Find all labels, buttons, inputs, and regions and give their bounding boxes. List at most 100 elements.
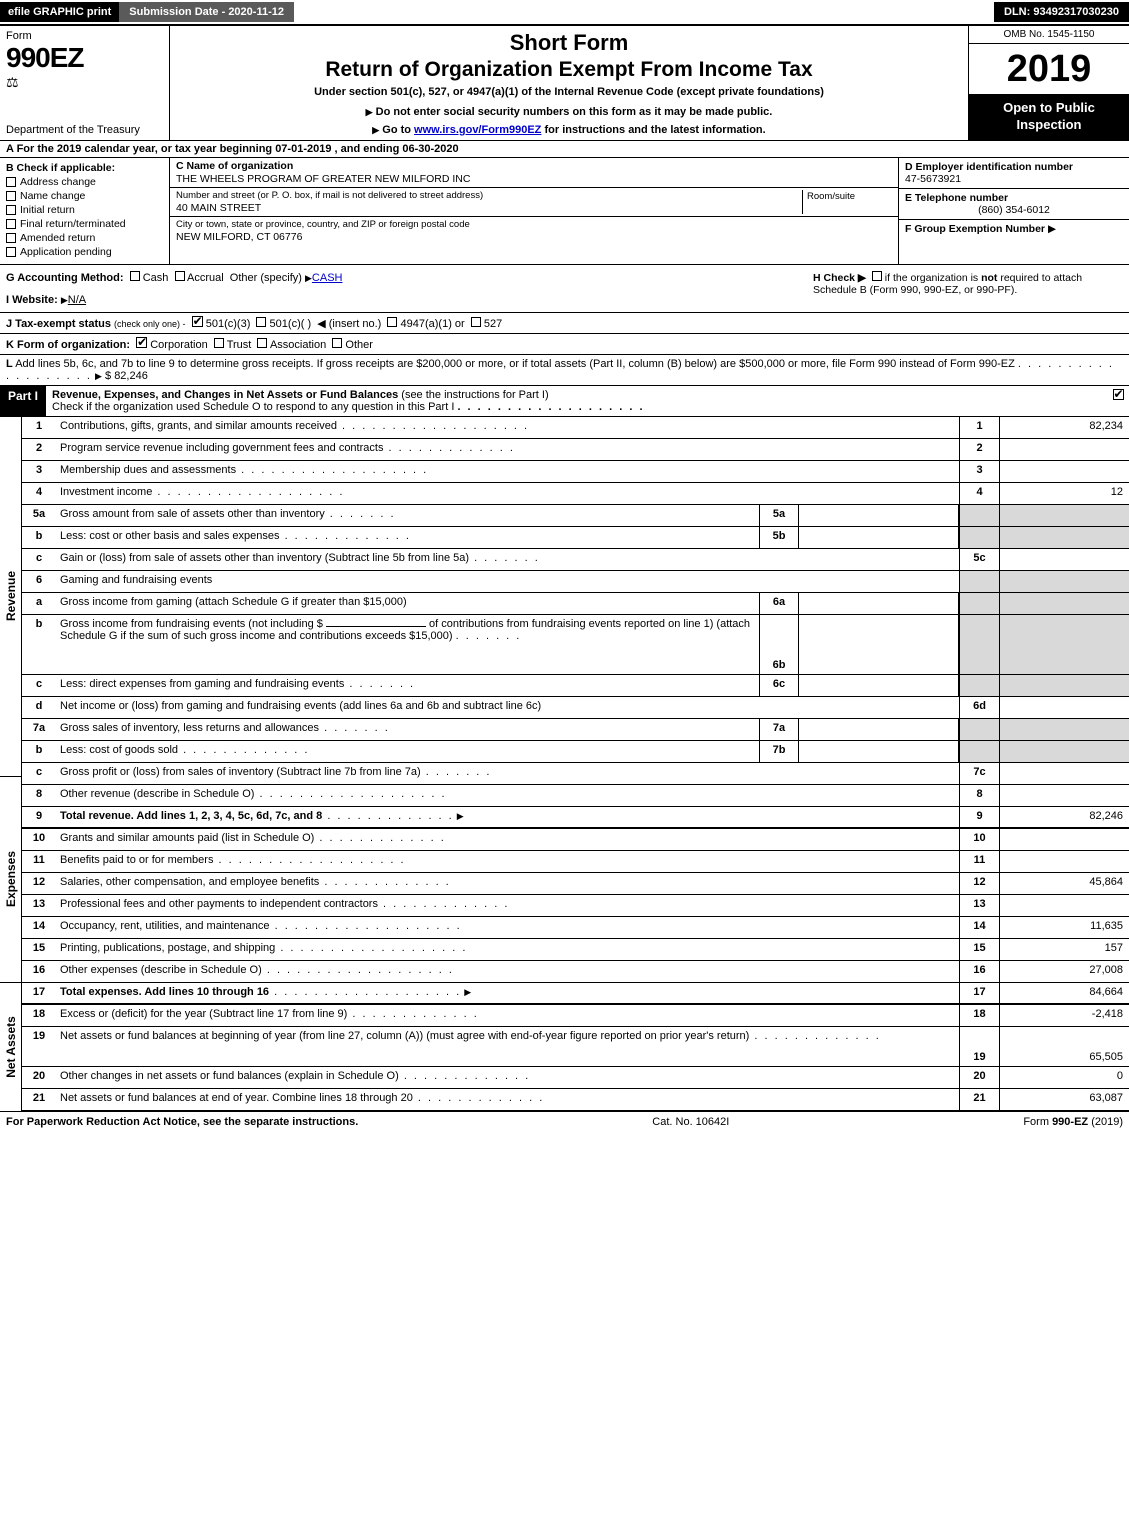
checkbox-icon[interactable] <box>6 233 16 243</box>
line-6d-value <box>999 697 1129 718</box>
chk-final-return[interactable]: Final return/terminated <box>6 218 163 230</box>
header-right: OMB No. 1545-1150 2019 Open to Public In… <box>969 26 1129 140</box>
row-k-form-org: K Form of organization: Corporation Trus… <box>0 334 1129 355</box>
line-18: 18 Excess or (deficit) for the year (Sub… <box>22 1005 1129 1027</box>
checkbox-icon[interactable] <box>6 177 16 187</box>
gross-receipts-value: $ 82,246 <box>105 370 148 382</box>
arrow-icon: ▶ <box>1048 223 1056 235</box>
line-6d: d Net income or (loss) from gaming and f… <box>22 697 1129 719</box>
chk-association[interactable] <box>257 338 267 348</box>
chk-name-change[interactable]: Name change <box>6 190 163 202</box>
chk-527[interactable] <box>471 317 481 327</box>
tel-label: E Telephone number <box>905 192 1123 204</box>
rail-revenue: Revenue <box>4 571 18 621</box>
part-1-table: Revenue Expenses Net Assets 1 Contributi… <box>0 417 1129 1111</box>
checkbox-icon[interactable] <box>1113 389 1124 400</box>
row-ghi: G Accounting Method: Cash Accrual Other … <box>0 265 1129 313</box>
chk-4947a1[interactable] <box>387 317 397 327</box>
line-3: 3 Membership dues and assessments 3 <box>22 461 1129 483</box>
efile-print[interactable]: efile GRAPHIC print <box>0 2 119 22</box>
arrow-icon <box>61 294 68 306</box>
contrib-blank <box>326 626 426 627</box>
arrow-icon <box>372 124 379 136</box>
org-name: THE WHEELS PROGRAM OF GREATER NEW MILFOR… <box>176 173 892 185</box>
checkbox-icon[interactable] <box>6 247 16 257</box>
do-not-ssn: Do not enter social security numbers on … <box>176 106 962 118</box>
org-address: 40 MAIN STREET <box>176 202 802 214</box>
line-6c-value <box>799 675 959 696</box>
chk-initial-return[interactable]: Initial return <box>6 204 163 216</box>
irs-link[interactable]: www.irs.gov/Form990EZ <box>414 124 541 136</box>
checkbox-icon[interactable] <box>6 219 16 229</box>
dln: DLN: 93492317030230 <box>994 2 1129 22</box>
line-5b-value <box>799 527 959 548</box>
line-7b-value <box>799 741 959 762</box>
line-17: 17 Total expenses. Add lines 10 through … <box>22 983 1129 1005</box>
line-15-value: 157 <box>999 939 1129 960</box>
line-6b: b Gross income from fundraising events (… <box>22 615 1129 675</box>
paperwork-notice: For Paperwork Reduction Act Notice, see … <box>6 1116 358 1128</box>
org-name-label: C Name of organization <box>176 160 892 172</box>
website-value: N/A <box>68 294 86 306</box>
line-19: 19 Net assets or fund balances at beginn… <box>22 1027 1129 1067</box>
arrow-icon <box>457 810 464 822</box>
ein-label: D Employer identification number <box>905 161 1123 173</box>
header-mid: Short Form Return of Organization Exempt… <box>170 26 969 140</box>
org-city: NEW MILFORD, CT 06776 <box>176 231 892 243</box>
arrow-icon <box>305 272 312 284</box>
cat-no: Cat. No. 10642I <box>652 1116 729 1128</box>
chk-schedule-b[interactable] <box>872 271 882 281</box>
section-rail: Revenue Expenses Net Assets <box>0 417 22 1111</box>
page-footer: For Paperwork Reduction Act Notice, see … <box>0 1111 1129 1132</box>
line-19-value: 65,505 <box>999 1027 1129 1066</box>
line-6a-value <box>799 593 959 614</box>
rail-netassets: Net Assets <box>4 1016 18 1078</box>
checkbox-icon[interactable] <box>6 191 16 201</box>
chk-address-change[interactable]: Address change <box>6 176 163 188</box>
goto-instructions: Go to www.irs.gov/Form990EZ for instruct… <box>176 124 962 136</box>
part-1-checkbox[interactable] <box>1107 386 1129 406</box>
chk-501c[interactable] <box>256 317 266 327</box>
line-5a-value <box>799 505 959 526</box>
line-10-value <box>999 829 1129 850</box>
chk-amended-return[interactable]: Amended return <box>6 232 163 244</box>
chk-accrual[interactable] <box>175 271 185 281</box>
line-16: 16 Other expenses (describe in Schedule … <box>22 961 1129 983</box>
row-h: H Check ▶ if the organization is not req… <box>813 271 1123 306</box>
line-9-value: 82,246 <box>999 807 1129 827</box>
line-12: 12 Salaries, other compensation, and emp… <box>22 873 1129 895</box>
line-7a: 7a Gross sales of inventory, less return… <box>22 719 1129 741</box>
topbar: efile GRAPHIC print Submission Date - 20… <box>0 0 1129 26</box>
arrow-icon <box>366 106 373 118</box>
form-word: Form <box>6 30 163 42</box>
chk-corporation[interactable] <box>136 337 147 348</box>
line-5c: c Gain or (loss) from sale of assets oth… <box>22 549 1129 571</box>
accounting-other-value[interactable]: CASH <box>312 272 343 284</box>
line-11: 11 Benefits paid to or for members 11 <box>22 851 1129 873</box>
line-6a: a Gross income from gaming (attach Sched… <box>22 593 1129 615</box>
line-18-value: -2,418 <box>999 1005 1129 1026</box>
chk-501c3[interactable] <box>192 316 203 327</box>
line-21-value: 63,087 <box>999 1089 1129 1110</box>
efile-label: efile GRAPHIC print <box>8 6 111 18</box>
col-d-identifiers: D Employer identification number 47-5673… <box>899 158 1129 264</box>
line-2-value <box>999 439 1129 460</box>
treasury-seal-icon: ⚖ <box>6 74 163 91</box>
chk-other-org[interactable] <box>332 338 342 348</box>
line-5c-value <box>999 549 1129 570</box>
line-13: 13 Professional fees and other payments … <box>22 895 1129 917</box>
chk-cash[interactable] <box>130 271 140 281</box>
checkbox-icon[interactable] <box>6 205 16 215</box>
line-5a: 5a Gross amount from sale of assets othe… <box>22 505 1129 527</box>
line-10: 10 Grants and similar amounts paid (list… <box>22 829 1129 851</box>
row-g: G Accounting Method: Cash Accrual Other … <box>6 271 793 284</box>
chk-application-pending[interactable]: Application pending <box>6 246 163 258</box>
line-12-value: 45,864 <box>999 873 1129 894</box>
line-6b-value <box>799 615 959 674</box>
form-number: 990EZ <box>6 42 163 74</box>
chk-trust[interactable] <box>214 338 224 348</box>
line-1: 1 Contributions, gifts, grants, and simi… <box>22 417 1129 439</box>
col-b-checkboxes: B Check if applicable: Address change Na… <box>0 158 170 264</box>
department: Department of the Treasury <box>6 124 163 136</box>
line-14-value: 11,635 <box>999 917 1129 938</box>
